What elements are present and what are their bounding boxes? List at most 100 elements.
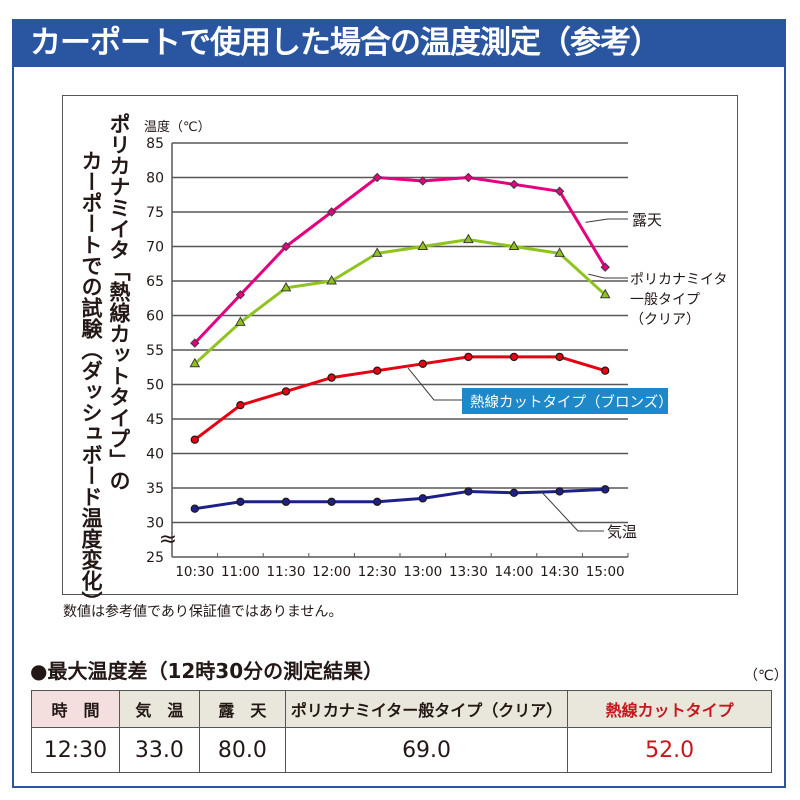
leader-line	[585, 218, 628, 223]
cell-clear-type: 69.0	[284, 727, 569, 773]
data-point	[190, 504, 199, 513]
data-point	[418, 176, 428, 186]
data-point	[373, 366, 382, 375]
table-unit: （℃）	[744, 668, 788, 684]
data-point	[372, 172, 382, 183]
data-point	[327, 373, 336, 382]
header-heat-cut-type: 熱線カットタイプ	[567, 690, 772, 728]
chart-title-line-2: カーポートでの試験（ダッシュボード温度変化）	[79, 150, 103, 612]
data-point	[417, 240, 429, 250]
data-point	[463, 172, 474, 183]
y-tick-label: 40	[146, 447, 164, 463]
leader-line	[407, 367, 462, 401]
y-axis-label: 温度（℃）	[144, 119, 211, 135]
data-point	[509, 352, 519, 362]
data-point	[554, 247, 565, 257]
data-point	[235, 290, 246, 300]
x-tick-label: 12:00	[312, 564, 351, 580]
data-point	[418, 359, 427, 368]
data-point	[281, 241, 291, 252]
series-label-box	[462, 388, 668, 414]
data-point	[509, 488, 519, 498]
cell-time: 12:30	[31, 727, 120, 773]
data-point	[281, 387, 291, 396]
data-point	[371, 247, 383, 257]
data-point	[555, 352, 564, 362]
header-outdoor: 露 天	[198, 690, 286, 728]
data-point	[281, 497, 291, 506]
data-point	[601, 366, 610, 375]
data-point	[600, 262, 610, 272]
x-tick-label: 14:30	[540, 564, 579, 580]
data-point	[190, 338, 200, 348]
data-point	[236, 497, 245, 506]
data-point	[464, 487, 473, 496]
axis-break-icon: ≈	[159, 527, 177, 552]
y-tick-label: 30	[146, 516, 164, 532]
y-tick-label: 85	[146, 136, 164, 152]
y-tick-label: 60	[146, 309, 164, 325]
x-tick-label: 11:00	[221, 564, 260, 580]
series-label-clear-type: ポリカナミイタ	[630, 272, 727, 288]
cell-air-temp: 33.0	[118, 727, 200, 773]
x-tick-label: 14:00	[495, 564, 534, 580]
series-label-heat-cut: 熱線カットタイプ（ブロンズ）	[470, 393, 673, 411]
data-point	[508, 240, 520, 250]
y-tick-label: 50	[146, 378, 164, 394]
data-point	[554, 186, 565, 197]
y-tick-label: 70	[146, 240, 164, 256]
series-label-clear-type: （クリア）	[630, 312, 700, 328]
data-point	[373, 497, 382, 506]
y-tick-label: 55	[146, 343, 164, 359]
series-label-clear-type: 一般タイプ	[630, 292, 700, 308]
y-tick-label: 35	[146, 481, 164, 497]
data-point	[190, 435, 199, 444]
series-line	[193, 238, 607, 365]
series-line	[193, 176, 607, 345]
table-header-row: 時 間 気 温 露 天 ポリカナミイター般タイプ（クリア） 熱線カットタイプ	[31, 690, 772, 728]
x-tick-label: 10:30	[175, 564, 214, 580]
y-tick-label: 25	[146, 550, 164, 566]
x-tick-label: 11:30	[267, 564, 306, 580]
data-point	[189, 357, 201, 368]
page-title: カーポートで使用した場合の温度測定（参考）	[12, 19, 786, 67]
series-line	[193, 355, 606, 441]
table-row: 12:30 33.0 80.0 69.0 52.0	[31, 727, 772, 773]
results-table: 時 間 気 温 露 天 ポリカナミイター般タイプ（クリア） 熱線カットタイプ 1…	[31, 690, 772, 773]
data-point	[601, 485, 610, 494]
leader-line	[541, 491, 604, 532]
y-tick-label: 45	[146, 412, 164, 428]
header-air-temp: 気 温	[118, 690, 200, 728]
y-tick-label: 65	[146, 274, 164, 290]
series-line	[194, 487, 606, 511]
series-label-outdoor: 露天	[632, 211, 662, 229]
data-point	[326, 274, 337, 285]
data-point	[599, 288, 611, 299]
data-point	[236, 401, 245, 410]
data-point	[326, 207, 337, 217]
chart-title-line-1: ポリカナミイタ「熱線カットタイプ」の	[107, 113, 131, 491]
y-tick-label: 75	[146, 205, 164, 221]
data-point	[327, 497, 336, 506]
x-tick-label: 15:00	[586, 564, 625, 580]
x-tick-label: 13:30	[449, 564, 488, 580]
cell-heat-cut-type: 52.0	[567, 727, 772, 773]
chart-frame	[62, 95, 738, 595]
data-point	[235, 316, 246, 326]
x-tick-label: 13:00	[403, 564, 442, 580]
x-tick-label: 12:30	[358, 564, 397, 580]
data-point	[555, 487, 564, 496]
data-point	[280, 281, 292, 292]
series-label-air-temp: 気温	[607, 523, 637, 541]
data-point	[464, 352, 473, 362]
data-point	[463, 233, 474, 244]
cell-outdoor: 80.0	[198, 727, 286, 773]
y-tick-label: 80	[146, 171, 164, 187]
section-title: ●最大温度差（12時30分の測定結果）	[30, 659, 384, 683]
header-clear-type: ポリカナミイター般タイプ（クリア）	[284, 690, 569, 728]
footnote: 数値は参考値であり保証値ではありません。	[63, 604, 343, 620]
leader-line	[588, 273, 628, 279]
data-point	[509, 179, 519, 190]
data-point	[418, 494, 427, 503]
